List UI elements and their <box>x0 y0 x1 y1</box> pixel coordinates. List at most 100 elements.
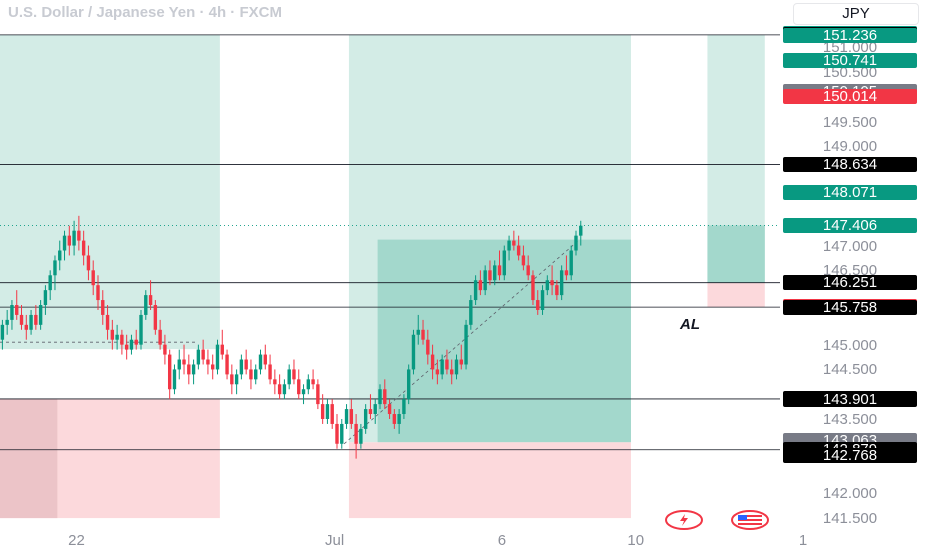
time-tick-2: 6 <box>497 532 507 549</box>
candle-body-96 <box>459 359 463 365</box>
zone-loss-5 <box>348 442 631 519</box>
candle-body-29 <box>139 314 143 345</box>
candle-body-7 <box>34 314 38 325</box>
candle-body-82 <box>392 414 397 424</box>
candle-body-75 <box>359 428 363 444</box>
candle-body-9 <box>43 290 48 306</box>
candle-body-26 <box>124 344 129 350</box>
candle-body-85 <box>406 369 411 400</box>
candle-body-52 <box>249 369 253 380</box>
candle-body-64 <box>306 379 311 390</box>
candle-body-43 <box>206 359 210 365</box>
time-tick-3: 10 <box>627 532 645 549</box>
candle-body-77 <box>368 409 373 415</box>
candle-body-112 <box>536 300 540 310</box>
candle-body-80 <box>383 389 387 405</box>
candle-body-83 <box>397 414 401 424</box>
candle-body-113 <box>540 290 545 310</box>
candle-body-120 <box>574 235 578 251</box>
price-tick-0: 141.500 <box>822 510 878 528</box>
al-annotation: AL <box>680 316 700 333</box>
candle-body-108 <box>516 245 521 256</box>
candle-body-60 <box>287 369 291 385</box>
candle-body-36 <box>172 369 177 390</box>
candle-body-6 <box>29 314 33 330</box>
candle-body-65 <box>311 379 315 385</box>
candle-body-16 <box>77 230 81 241</box>
candle-body-56 <box>268 364 272 380</box>
candle-body-34 <box>163 344 167 355</box>
candle-body-42 <box>201 349 205 360</box>
candle-body-88 <box>421 329 425 340</box>
candle-body-100 <box>478 280 483 291</box>
candle-body-12 <box>58 250 62 261</box>
candle-body-72 <box>344 409 349 424</box>
candle-body-73 <box>349 409 354 424</box>
price-tag-2: 151.236 <box>783 28 917 44</box>
candle-body-59 <box>282 384 287 395</box>
price-tag-3: 150.741 <box>783 52 917 68</box>
candle-body-30 <box>144 295 148 315</box>
candle-body-97 <box>464 324 468 365</box>
candle-body-106 <box>507 240 511 251</box>
candle-body-13 <box>62 235 67 251</box>
us-flag-icon[interactable] <box>730 509 770 531</box>
candle-body-27 <box>129 339 134 350</box>
candle-body-37 <box>177 359 181 370</box>
candle-body-1 <box>5 319 9 325</box>
currency-selector[interactable]: JPY <box>793 3 919 25</box>
candle-body-49 <box>234 374 239 385</box>
candle-body-110 <box>526 265 530 276</box>
candle-body-25 <box>120 334 124 345</box>
price-tag-7: 148.071 <box>783 184 917 200</box>
candle-body-102 <box>488 270 492 281</box>
candle-body-111 <box>531 275 535 301</box>
candle-body-103 <box>493 265 497 281</box>
price-tick-7: 149.000 <box>822 138 878 156</box>
candle-body-70 <box>335 423 339 444</box>
price-tick-3: 144.500 <box>822 361 878 379</box>
candle-body-39 <box>187 364 191 375</box>
candle-body-69 <box>330 404 334 424</box>
candle-body-93 <box>445 359 449 370</box>
candle-body-105 <box>502 250 506 276</box>
candle-body-48 <box>230 374 234 385</box>
price-tick-8: 149.500 <box>822 113 878 131</box>
zone-profit-0 <box>0 34 220 350</box>
chart-title: U.S. Dollar / Japanese Yen · 4h · FXCM <box>8 4 282 21</box>
candle-body-121 <box>579 225 583 236</box>
candle-body-28 <box>134 339 138 345</box>
candle-body-11 <box>53 260 57 276</box>
candle-body-10 <box>48 275 52 291</box>
candle-body-79 <box>378 389 382 405</box>
time-tick-0: 22 <box>68 532 85 549</box>
zone-loss-8 <box>707 282 765 308</box>
candle-body-89 <box>426 339 430 355</box>
candle-body-76 <box>363 409 368 429</box>
candle-body-15 <box>72 230 76 246</box>
candle-body-54 <box>258 354 263 370</box>
candle-body-114 <box>545 280 550 291</box>
candle-body-57 <box>273 379 277 385</box>
candle-body-8 <box>38 305 43 325</box>
candle-body-14 <box>67 235 72 246</box>
lightning-icon[interactable] <box>664 509 704 531</box>
candle-body-5 <box>24 324 28 330</box>
candle-body-84 <box>402 399 406 415</box>
candle-body-71 <box>340 423 344 444</box>
candle-body-47 <box>225 354 229 375</box>
candle-body-68 <box>325 404 330 419</box>
price-tag-12: 145.758 <box>783 299 917 315</box>
candle-body-95 <box>454 359 459 375</box>
price-tag-14: 143.901 <box>783 391 917 407</box>
candle-body-58 <box>277 384 282 395</box>
candle-body-24 <box>115 334 119 340</box>
price-tag-6: 148.634 <box>783 157 917 173</box>
candle-body-4 <box>19 314 24 325</box>
candle-body-101 <box>483 270 487 291</box>
candle-body-51 <box>244 359 248 370</box>
candle-body-18 <box>86 255 91 271</box>
candle-body-81 <box>387 404 392 415</box>
candle-body-107 <box>512 240 516 246</box>
